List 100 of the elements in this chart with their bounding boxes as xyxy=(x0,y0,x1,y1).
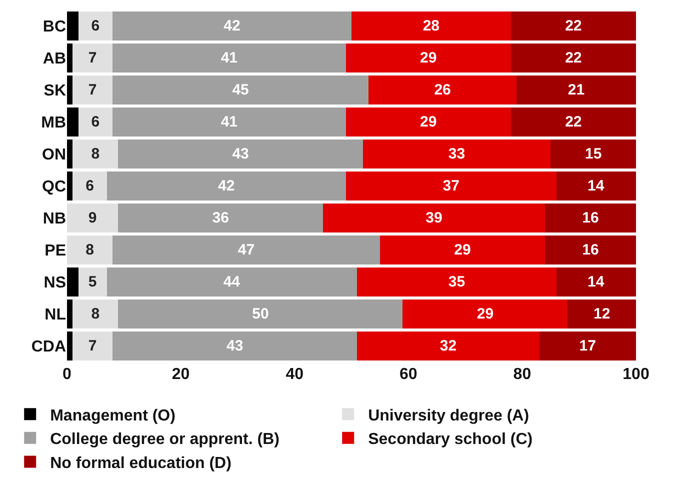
data-label: 29 xyxy=(476,306,494,322)
bar xyxy=(323,204,545,232)
data-label: 6 xyxy=(91,114,100,130)
bar xyxy=(72,172,107,200)
bar xyxy=(67,332,73,360)
x-tick-label: 0 xyxy=(62,366,72,383)
bar xyxy=(67,172,73,200)
bar xyxy=(112,332,358,360)
data-label: 32 xyxy=(440,338,457,354)
data-label: 17 xyxy=(579,338,596,354)
bar xyxy=(112,108,346,136)
bar xyxy=(72,44,113,72)
bar xyxy=(568,300,636,328)
data-label: 43 xyxy=(226,338,244,354)
data-label: 29 xyxy=(454,242,471,258)
data-label: 6 xyxy=(91,18,100,34)
data-label: 16 xyxy=(582,242,599,258)
data-label: 7 xyxy=(88,82,97,98)
data-label: 8 xyxy=(91,146,100,162)
data-label: 21 xyxy=(568,82,585,98)
data-label: 12 xyxy=(594,306,610,322)
bar xyxy=(72,300,118,328)
data-label: 26 xyxy=(434,82,451,98)
y-tick-label: MB xyxy=(41,114,66,132)
data-label: 8 xyxy=(91,306,100,322)
x-tick-label: 100 xyxy=(622,366,650,383)
y-tick-label: NL xyxy=(44,306,66,324)
data-label: 36 xyxy=(212,210,229,226)
legend-label: College degree or apprent. (B) xyxy=(50,431,280,448)
y-tick-label: NS xyxy=(44,274,66,292)
y-tick-label: SK xyxy=(44,82,66,100)
legend-label: Secondary school (C) xyxy=(368,431,533,448)
bar xyxy=(78,12,113,40)
data-label: 37 xyxy=(442,178,460,194)
bar xyxy=(72,332,113,360)
y-tick-label: CDA xyxy=(31,338,66,356)
data-label: 39 xyxy=(426,210,442,226)
legend-label: University degree (A) xyxy=(368,407,530,424)
data-label: 7 xyxy=(88,50,97,66)
data-label: 47 xyxy=(238,242,255,258)
data-label: 44 xyxy=(223,274,241,290)
data-label: 41 xyxy=(220,114,238,130)
data-label: 9 xyxy=(88,210,97,226)
x-tick-label: 80 xyxy=(513,366,532,383)
bar xyxy=(112,76,369,104)
data-label: 22 xyxy=(565,18,582,34)
bar xyxy=(118,140,363,168)
bar xyxy=(67,76,73,104)
bar xyxy=(67,236,113,264)
y-tick-label: ON xyxy=(42,146,66,164)
data-label: 22 xyxy=(565,114,582,130)
bar xyxy=(402,300,568,328)
x-tick-label: 40 xyxy=(286,366,304,383)
bar xyxy=(112,12,352,40)
data-label: 33 xyxy=(448,146,466,162)
data-label: 50 xyxy=(252,306,269,322)
bar xyxy=(550,140,636,168)
data-label: 14 xyxy=(588,178,605,194)
bar xyxy=(118,204,324,232)
bar xyxy=(67,268,78,296)
data-label: 41 xyxy=(220,50,238,66)
bar xyxy=(106,172,346,200)
data-label: 43 xyxy=(232,146,249,162)
bar xyxy=(67,108,78,136)
x-tick-label: 60 xyxy=(400,366,418,383)
data-label: 45 xyxy=(232,82,249,98)
bar xyxy=(346,108,511,136)
bar xyxy=(67,300,73,328)
bar xyxy=(78,108,113,136)
bar xyxy=(67,204,118,232)
bar xyxy=(510,44,636,72)
bar xyxy=(72,140,118,168)
x-tick-label: 20 xyxy=(172,366,190,383)
data-label: 8 xyxy=(86,242,94,258)
bar xyxy=(112,236,380,264)
bar xyxy=(368,76,517,104)
legend-label: Management (O) xyxy=(50,407,176,424)
bar xyxy=(352,12,511,40)
bar xyxy=(516,76,636,104)
bar xyxy=(346,44,511,72)
data-label: 35 xyxy=(448,274,466,290)
y-tick-label: BC xyxy=(42,18,66,36)
bar xyxy=(539,332,636,360)
bar xyxy=(544,236,636,264)
data-label: 5 xyxy=(88,274,97,290)
data-label: 7 xyxy=(88,338,97,354)
bar xyxy=(510,108,636,136)
data-label: 29 xyxy=(420,114,437,130)
y-tick-label: PE xyxy=(44,242,66,260)
bar xyxy=(67,44,73,72)
bar xyxy=(510,12,636,40)
y-tick-label: QC xyxy=(42,178,66,196)
bar xyxy=(556,172,636,200)
data-label: 22 xyxy=(565,50,582,66)
y-tick-label: AB xyxy=(42,50,66,68)
bar xyxy=(357,268,556,296)
data-label: 6 xyxy=(86,178,94,194)
data-label: 14 xyxy=(588,274,605,290)
data-label: 28 xyxy=(422,18,440,34)
legend-label: No formal education (D) xyxy=(50,454,232,472)
